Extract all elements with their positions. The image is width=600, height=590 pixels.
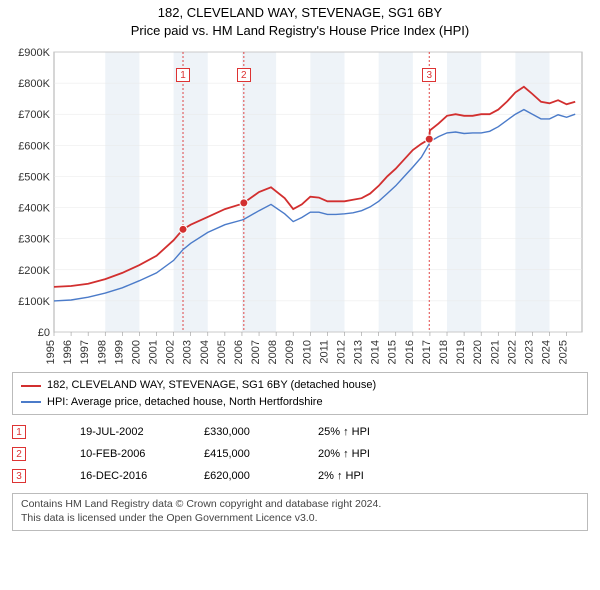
sale-row: 1 19-JUL-2002 £330,000 25% ↑ HPI	[12, 421, 588, 443]
sale-diff: 25% ↑ HPI	[318, 426, 408, 438]
svg-text:2013: 2013	[353, 340, 365, 364]
svg-text:£0: £0	[38, 327, 50, 339]
svg-text:2009: 2009	[284, 340, 296, 364]
sale-marker-box: 2	[12, 447, 26, 461]
sale-price: £620,000	[204, 470, 294, 482]
legend-swatch	[21, 385, 41, 387]
svg-text:£900K: £900K	[18, 47, 50, 59]
license-box: Contains HM Land Registry data © Crown c…	[12, 493, 588, 530]
svg-text:1997: 1997	[79, 340, 91, 364]
sale-diff: 2% ↑ HPI	[318, 470, 408, 482]
svg-text:£600K: £600K	[18, 141, 50, 153]
svg-text:2022: 2022	[506, 340, 518, 364]
svg-text:1999: 1999	[113, 340, 125, 364]
svg-text:1996: 1996	[62, 340, 74, 364]
svg-text:£300K: £300K	[18, 234, 50, 246]
svg-text:1995: 1995	[45, 340, 57, 364]
sale-diff: 20% ↑ HPI	[318, 448, 408, 460]
legend-label: 182, CLEVELAND WAY, STEVENAGE, SG1 6BY (…	[47, 377, 376, 394]
svg-text:2024: 2024	[541, 340, 553, 364]
sale-date: 16-DEC-2016	[80, 470, 180, 482]
svg-text:£700K: £700K	[18, 110, 50, 122]
sales-table: 1 19-JUL-2002 £330,000 25% ↑ HPI 2 10-FEB-200…	[12, 421, 588, 487]
sale-marker-3: 3	[422, 68, 436, 82]
svg-text:£400K: £400K	[18, 203, 50, 215]
sale-row: 3 16-DEC-2016 £620,000 2% ↑ HPI	[12, 465, 588, 487]
legend-item: HPI: Average price, detached house, Nort…	[21, 394, 579, 411]
title-subtitle: Price paid vs. HM Land Registry's House …	[8, 22, 592, 40]
svg-text:2007: 2007	[250, 340, 262, 364]
svg-text:2018: 2018	[438, 340, 450, 364]
title-block: 182, CLEVELAND WAY, STEVENAGE, SG1 6BY P…	[8, 4, 592, 40]
svg-text:2001: 2001	[148, 340, 160, 364]
chart-svg: £0 £100K £200K £300K £400K £500K £600K £700K £80…	[8, 46, 592, 366]
svg-text:2004: 2004	[199, 340, 211, 364]
title-address: 182, CLEVELAND WAY, STEVENAGE, SG1 6BY	[8, 4, 592, 22]
svg-text:£100K: £100K	[18, 296, 50, 308]
sale-price: £330,000	[204, 426, 294, 438]
svg-text:2008: 2008	[267, 340, 279, 364]
svg-text:£200K: £200K	[18, 265, 50, 277]
svg-text:2006: 2006	[233, 340, 245, 364]
svg-text:2021: 2021	[489, 340, 501, 364]
svg-text:£500K: £500K	[18, 172, 50, 184]
svg-text:2012: 2012	[335, 340, 347, 364]
svg-text:2002: 2002	[165, 340, 177, 364]
container: 182, CLEVELAND WAY, STEVENAGE, SG1 6BY P…	[0, 0, 600, 539]
sale-date: 10-FEB-2006	[80, 448, 180, 460]
sale-marker-box: 1	[12, 425, 26, 439]
sale-marker-box: 3	[12, 469, 26, 483]
sale-marker-2: 2	[237, 68, 251, 82]
legend: 182, CLEVELAND WAY, STEVENAGE, SG1 6BY (…	[12, 372, 588, 415]
svg-text:2015: 2015	[387, 340, 399, 364]
svg-text:2000: 2000	[130, 340, 142, 364]
svg-text:2005: 2005	[216, 340, 228, 364]
svg-text:1998: 1998	[96, 340, 108, 364]
sale-row: 2 10-FEB-2006 £415,000 20% ↑ HPI	[12, 443, 588, 465]
svg-text:£800K: £800K	[18, 78, 50, 90]
legend-label: HPI: Average price, detached house, Nort…	[47, 394, 323, 411]
svg-text:2020: 2020	[472, 340, 484, 364]
svg-text:2016: 2016	[404, 340, 416, 364]
svg-text:2011: 2011	[318, 340, 330, 364]
svg-text:2017: 2017	[421, 340, 433, 364]
license-line1: Contains HM Land Registry data © Crown c…	[21, 498, 579, 512]
license-line2: This data is licensed under the Open Gov…	[21, 512, 579, 526]
svg-text:2003: 2003	[182, 340, 194, 364]
sale-price: £415,000	[204, 448, 294, 460]
svg-text:2023: 2023	[523, 340, 535, 364]
sale-date: 19-JUL-2002	[80, 426, 180, 438]
svg-text:2025: 2025	[558, 340, 570, 364]
legend-item: 182, CLEVELAND WAY, STEVENAGE, SG1 6BY (…	[21, 377, 579, 394]
svg-text:2014: 2014	[370, 340, 382, 364]
svg-text:2010: 2010	[301, 340, 313, 364]
svg-text:2019: 2019	[455, 340, 467, 364]
legend-swatch	[21, 401, 41, 403]
chart: £0 £100K £200K £300K £400K £500K £600K £700K £80…	[8, 46, 592, 366]
sale-marker-1: 1	[176, 68, 190, 82]
